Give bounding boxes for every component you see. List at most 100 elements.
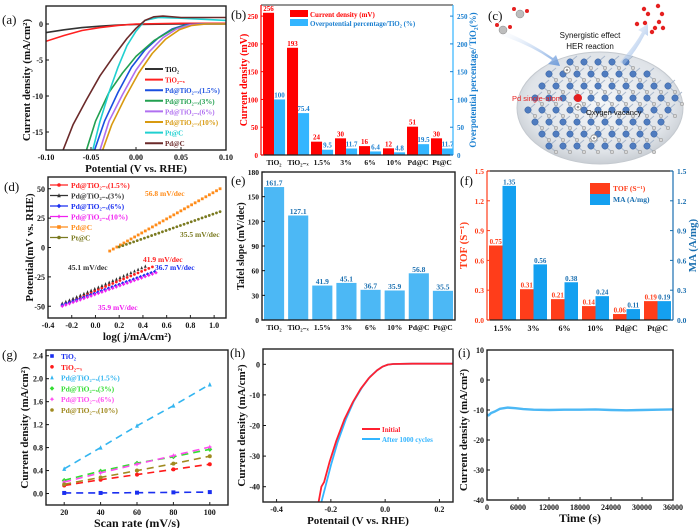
data-point [115,245,119,249]
panel-b: 256100TiO₂19375.4TiO₂₋ₓ249.51.5%3011.73%… [231,4,478,167]
data-point [143,236,146,240]
data-point [133,269,136,273]
x-tick-label: 24000 [601,503,621,512]
o-atom [658,137,664,143]
ti-atom [538,82,546,90]
data-point [135,276,139,280]
y-tick-label: 50 [251,124,259,132]
y-tick-label: 60 [252,267,260,276]
x-tick-label: 0.2 [434,505,444,514]
ti-atom [552,130,560,138]
o-atom [672,113,678,119]
data-point [207,462,212,467]
data-point [211,212,215,216]
bar-value-label: 9.5 [323,142,332,150]
data-point [96,285,100,289]
data-point [60,304,65,309]
bar-value-label: 35.9 [388,282,401,291]
data-point [135,490,139,495]
slope-annotation: 56.8 mV/dec [145,189,185,198]
ti-atom [608,106,616,114]
bar-tof [613,314,627,320]
data-point [164,229,168,232]
data-point [117,245,121,249]
ti-atom [657,94,665,102]
ti-atom [538,106,546,114]
y-tick-label: 0 [39,20,43,29]
o-atom [623,125,629,131]
data-point [215,211,218,215]
o-atom [651,101,657,107]
series-line [92,16,226,150]
o-atom [658,113,664,119]
y-tick-label: 1.2 [475,197,485,206]
o-atom [539,101,545,107]
data-point [211,191,215,195]
x-tick-label: -0.4 [270,505,283,514]
panel-label: (i) [458,345,470,360]
x-tick-label: 0 [485,503,489,512]
legend-swatch [590,194,610,205]
bar [432,290,453,320]
x-tick-label: 6000 [510,503,526,512]
legend-label: Pt@C [165,130,183,138]
data-point [121,244,125,248]
legend-label: Pd@TiO₂₋ₓ(6%) [71,202,125,211]
o-atom [644,113,650,119]
legend-label: After 1000 cycles [382,436,433,444]
panel-i: 100-10-20-30-400 6000 12000 18000 24000 30000… [458,345,683,525]
x-tick-label: 3% [528,324,540,333]
data-point [175,211,179,215]
ti-atom [601,70,609,78]
bar-value-label: 16 [361,138,369,146]
bar-tof [582,306,596,320]
ti-atom [608,130,616,138]
ti-atom [559,142,567,150]
data-point [171,226,175,230]
y-tick-label: 0 [41,244,45,253]
x-tick-label: 1.5% [314,323,331,332]
o-atom [637,149,643,155]
bar-value-label: 0.75 [490,238,503,246]
data-point [172,213,176,217]
data-point [129,237,133,241]
o-atom [630,89,636,95]
legend-label: TiO₂ [165,66,179,74]
bar-value-label: 24 [313,134,321,142]
y-axis-label: Potential(mV vs. RHE) [24,193,36,302]
y-tick-label: 1.5 [475,167,485,176]
data-point [204,195,208,199]
data-point [143,274,148,279]
data-point [143,264,147,268]
series-line [62,15,226,150]
bar-overpotential [442,148,454,155]
legend-label: Pd@TiO₂₋ₓ(10%) [165,119,219,127]
legend-marker [57,235,61,240]
data-point [143,268,147,272]
o-atom [553,77,559,83]
ti-atom [601,142,609,150]
y-tick-label: -40 [249,483,260,492]
panel-f: 0.75 1.35 1.5% 0.31 0.56 3% 0.21 0.38 6% 0.140.24… [458,167,699,333]
ti-atom [580,130,588,138]
ti-atom [629,70,637,78]
o-atom [609,149,615,155]
data-point [62,466,67,471]
slope-annotation: 45.1 mV/dec [68,263,108,272]
data-point [179,224,182,227]
data-point [207,454,212,459]
data-point [139,237,143,241]
y-tick-label: 0 [480,376,484,385]
oxygen-vacancy-label: Oxygen vacancy [586,108,642,117]
y-axis-label: Tafel slope (mV/dec) [236,202,247,289]
reactant-arrow [500,30,560,66]
bar-current-density [383,148,395,155]
bar-current-density [431,138,443,155]
bar-value-label: 0.19 [645,294,658,302]
data-point [71,296,75,300]
data-point [111,282,115,285]
bar-value-label: 193 [287,40,298,48]
bar-value-label: 0.21 [552,292,565,300]
ti-atom [587,142,595,150]
o-atom [595,77,601,83]
